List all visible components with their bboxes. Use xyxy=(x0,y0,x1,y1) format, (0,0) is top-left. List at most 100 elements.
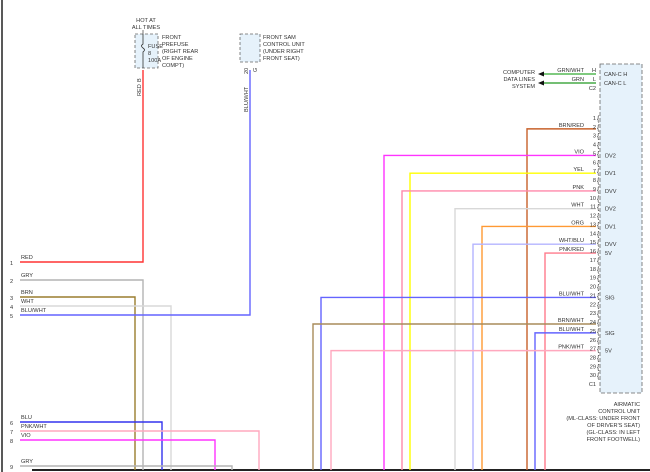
wire-org xyxy=(481,225,596,470)
wire-wht-blu xyxy=(472,243,596,470)
module-pin-number: 16 xyxy=(590,249,596,255)
can-h-wire-label: GRN/WHT xyxy=(557,68,584,74)
wire-blu xyxy=(20,421,163,470)
module-pin-number: 4 xyxy=(593,143,596,149)
wire-yel xyxy=(409,172,596,470)
module-label: (ML-CLASS: UNDER FRONT xyxy=(566,416,640,422)
arrow-left-icon xyxy=(538,71,544,77)
module-wire-label: BRN/WHT xyxy=(558,318,585,324)
wire-red xyxy=(20,70,144,263)
can-h-pin: H xyxy=(592,68,596,74)
pin-connector-icon: { xyxy=(597,355,600,362)
fuse-wire-label: RED xyxy=(137,84,143,96)
airmatic-label: AIRMATIC CONTROL UNIT (ML-CLASS: UNDER F… xyxy=(566,382,640,443)
pin-connector-icon: { xyxy=(597,302,600,309)
pin-connector-icon: { xyxy=(597,205,600,212)
left-wire-label: GRY xyxy=(21,459,33,465)
sam-connector: G xyxy=(253,68,259,72)
pin-connector-icon: { xyxy=(597,231,600,238)
module-pin-function: SIG xyxy=(605,295,615,301)
module-pin-function: 5V xyxy=(605,251,612,257)
pin-connector-icon: { xyxy=(597,169,600,176)
module-pin-number: 14 xyxy=(590,231,596,237)
module-pin-number: 3 xyxy=(593,134,596,140)
left-pin-number: 7 xyxy=(10,430,13,436)
module-pin-number: 13 xyxy=(590,222,596,228)
module-pin-function: DV2 xyxy=(605,153,616,159)
module-wire-label: BLU/WHT xyxy=(559,291,585,297)
fuse-label: COMPT) xyxy=(162,63,184,69)
left-wire-label: GRY xyxy=(21,273,33,279)
pin-connector-icon: { xyxy=(597,267,600,274)
pin-connector-icon: { xyxy=(597,134,600,141)
module-pin-number: 8 xyxy=(593,178,596,184)
module-pin-number: 9 xyxy=(593,187,596,193)
left-pin-number: 8 xyxy=(10,439,13,445)
sam-wire-label: BLU/WHT xyxy=(244,86,250,112)
module-wire-label: BLU/WHT xyxy=(559,327,585,333)
wire-blu-wht xyxy=(320,296,596,470)
wire-pnk xyxy=(401,190,596,470)
module-pin-function: DVV xyxy=(605,189,617,195)
wire-vio xyxy=(20,439,216,470)
fuse-box xyxy=(134,33,159,69)
fuse-pin: B xyxy=(137,78,143,82)
can-h-function: CAN-C H xyxy=(604,72,627,78)
wire-pnk-wht xyxy=(330,349,596,470)
arrow-left-icon xyxy=(538,80,544,86)
left-wire-label: BLU/WHT xyxy=(21,308,47,314)
fuse-text: 100A xyxy=(148,58,161,64)
pin-connector-icon: { xyxy=(597,311,600,318)
data-lines-label: DATA LINES xyxy=(504,77,536,83)
module-pin-function: 5V xyxy=(605,349,612,355)
left-wire-label: BLU xyxy=(21,415,32,421)
module-pin-function: SIG xyxy=(605,331,615,337)
left-wire-label: VIO xyxy=(21,433,31,439)
left-wire-label: WHT xyxy=(21,299,34,305)
module-pin-number: 21 xyxy=(590,293,596,299)
left-pin-number: 5 xyxy=(10,314,13,320)
hot-at-label: HOT AT xyxy=(136,18,156,24)
module-pin-number: 18 xyxy=(590,267,596,273)
module-wire-label: PNK/WHT xyxy=(558,345,584,351)
module-pin-number: 6 xyxy=(593,160,596,166)
left-pin-number: 2 xyxy=(10,279,13,285)
wire-brn-red xyxy=(526,128,596,470)
module-pin-number: 11 xyxy=(590,205,596,211)
left-pin-number: 9 xyxy=(10,465,13,471)
module-pin-number: 1 xyxy=(593,116,596,122)
sam-label: CONTROL UNIT xyxy=(263,42,305,48)
module-label: OF DRIVER'S SEAT) xyxy=(587,423,640,429)
sam-label: FRONT SEAT) xyxy=(263,56,300,62)
module-pin-number: 20 xyxy=(590,285,596,291)
pin-connector-icon: { xyxy=(597,293,600,300)
pin-connector-icon: { xyxy=(597,347,600,354)
left-pin-number: 3 xyxy=(10,296,13,302)
module-wire-label: WHT/BLU xyxy=(559,238,584,244)
wire-gry xyxy=(20,465,233,470)
module-pin-number: 26 xyxy=(590,338,596,344)
module-pin-number: 22 xyxy=(590,302,596,308)
fuse-text: FUSE xyxy=(148,44,163,50)
module-pin-number: 30 xyxy=(590,373,596,379)
module-wire-label: PNK/RED xyxy=(559,247,584,253)
wire-brn xyxy=(20,296,136,470)
module-pin-number: 17 xyxy=(590,258,596,264)
left-connector: 1 RED 2 GRY 3 BRN 4 WHT 5 BLU/WHT 6 BLU 7 PNK/WHT 8 VIO… xyxy=(10,255,47,471)
wire-wht xyxy=(20,305,172,470)
module-label: CONTROL UNIT xyxy=(598,409,640,415)
fuse-label: PREFUSE xyxy=(162,42,189,48)
pin-connector-icon: { xyxy=(597,364,600,371)
data-lines-label: SYSTEM xyxy=(512,84,535,90)
sam-label: FRONT SAM xyxy=(263,35,296,41)
pin-connector-icon: { xyxy=(597,329,600,336)
pin-connector-icon: { xyxy=(597,187,600,194)
pin-connector-icon: { xyxy=(597,116,600,123)
wire-brn-wht xyxy=(312,323,596,470)
pin-connector-icon: { xyxy=(597,373,600,380)
module-wire-label: PNK xyxy=(572,185,584,191)
wires xyxy=(20,70,596,470)
module-pin-number: 28 xyxy=(590,355,596,361)
